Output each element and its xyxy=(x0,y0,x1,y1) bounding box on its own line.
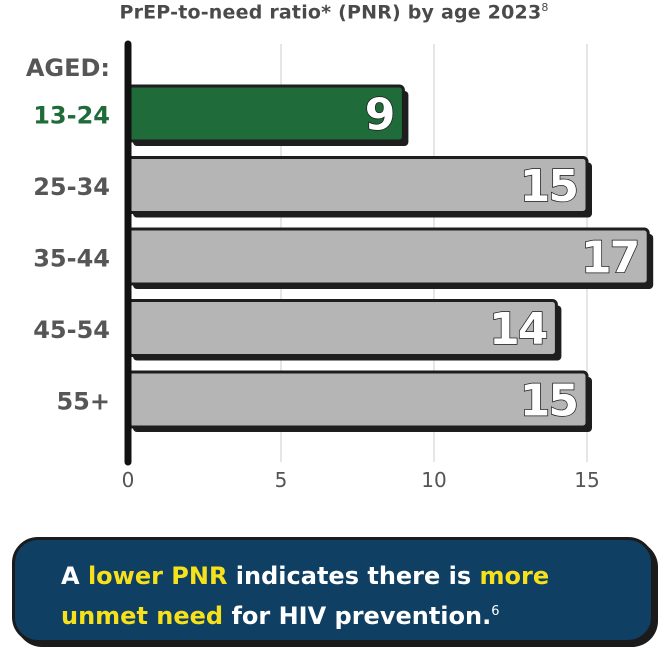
ticks-layer: 0 5 10 15 xyxy=(122,40,600,492)
callout-text-3: for HIV prevention. xyxy=(223,602,492,630)
x-tick-label-5: 5 xyxy=(275,468,288,492)
bar-13-24 xyxy=(126,84,405,143)
callout-highlight-more-unmet-need: more unmet need xyxy=(61,562,550,630)
value-label-55+: 15 xyxy=(520,376,577,427)
category-label-13-24: 13-24 xyxy=(33,102,110,130)
value-label-25-34: 15 xyxy=(520,161,577,212)
value-label-45-54: 14 xyxy=(489,304,547,355)
x-tick-label-0: 0 xyxy=(122,468,135,492)
category-label-45-54: 45-54 xyxy=(33,316,110,344)
chart-title: PrEP-to-need ratio* (PNR) by age 20238 xyxy=(0,1,668,23)
chart-title-footnote: 8 xyxy=(541,1,549,14)
bar-35-44 xyxy=(126,227,650,286)
bar-25-34 xyxy=(126,156,589,214)
x-tick-label-15: 15 xyxy=(574,468,599,492)
value-label-13-24: 9 xyxy=(365,90,394,141)
bar-55+ xyxy=(126,370,589,429)
category-label-55+: 55+ xyxy=(56,388,110,416)
labels-layer: AGED: 9 13-24 15 25-34 17 35-44 14 45-54 15 55+ xyxy=(26,54,641,427)
aged-label: AGED: xyxy=(26,54,110,82)
callout-text-2: indicates there is xyxy=(227,562,480,590)
bars-layer xyxy=(126,84,654,432)
category-label-25-34: 25-34 xyxy=(33,173,110,201)
category-label-35-44: 35-44 xyxy=(33,245,110,273)
callout-box: A lower PNR indicates there is more unme… xyxy=(12,537,654,643)
value-label-35-44: 17 xyxy=(581,233,638,284)
bar-chart: AGED: 9 13-24 15 25-34 17 35-44 14 45-54 15 55+ 0 5… xyxy=(26,40,654,492)
callout-highlight-lower-pnr: lower PNR xyxy=(87,562,228,590)
callout-footnote: 6 xyxy=(491,604,500,619)
chart-title-text: PrEP-to-need ratio* (PNR) by age 2023 xyxy=(119,1,542,24)
callout-text-1: A xyxy=(61,562,88,590)
x-tick-label-10: 10 xyxy=(421,468,446,492)
